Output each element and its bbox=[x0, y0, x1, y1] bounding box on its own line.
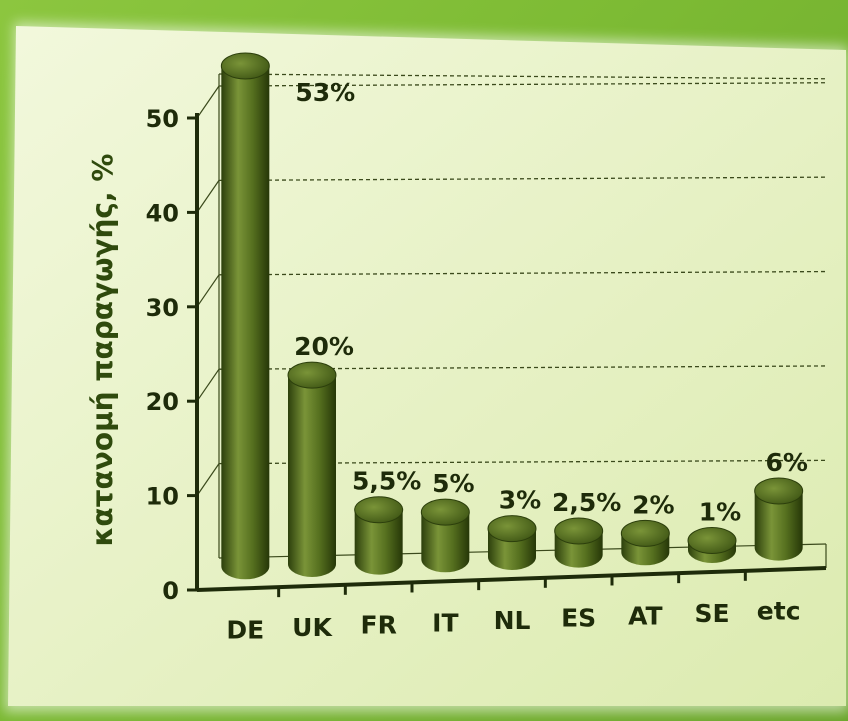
bar bbox=[354, 509, 403, 575]
data-label: 2,5% bbox=[552, 488, 621, 517]
plot-area: 0 10 20 30 40 50 κατανομή παραγωγής, % 53% DE 20%… bbox=[86, 52, 827, 644]
gridline-depth bbox=[196, 180, 220, 213]
category-label: DE bbox=[226, 615, 264, 644]
bar-cap bbox=[620, 519, 670, 547]
bar-cap bbox=[287, 361, 337, 389]
data-label: 6% bbox=[765, 448, 807, 477]
y-tick-label: 30 bbox=[146, 294, 179, 322]
data-label: 5% bbox=[432, 469, 474, 498]
gridline-depth bbox=[196, 368, 220, 402]
gridline-depth bbox=[196, 85, 220, 119]
gridline bbox=[218, 82, 827, 87]
category-label: IT bbox=[432, 608, 458, 637]
y-tick-label: 50 bbox=[146, 105, 179, 133]
gridline-depth bbox=[196, 463, 220, 496]
bar-cap bbox=[554, 517, 604, 545]
data-label: 2% bbox=[632, 490, 674, 519]
gridline bbox=[218, 270, 827, 276]
data-label: 1% bbox=[699, 498, 741, 527]
y-tick-label: 20 bbox=[146, 388, 179, 416]
bar bbox=[221, 65, 270, 580]
data-label: 20% bbox=[294, 332, 354, 361]
y-axis-label: κατανομή παραγωγής, % bbox=[86, 154, 119, 547]
data-label: 3% bbox=[499, 486, 541, 515]
category-label: etc bbox=[757, 597, 801, 626]
bar-cap bbox=[687, 527, 737, 555]
category-label: FR bbox=[361, 611, 397, 640]
x-axis bbox=[196, 565, 827, 592]
category-label: UK bbox=[292, 613, 333, 642]
bar-cap bbox=[754, 477, 804, 505]
gridline-top bbox=[218, 73, 827, 80]
category-label: NL bbox=[494, 606, 531, 635]
bar-cap bbox=[354, 496, 404, 524]
gridline bbox=[218, 176, 827, 182]
data-label: 53% bbox=[295, 78, 355, 107]
bar-cap bbox=[487, 515, 537, 543]
bar bbox=[754, 491, 803, 561]
data-label: 5,5% bbox=[352, 467, 421, 496]
bar-cap bbox=[220, 52, 270, 80]
bar bbox=[288, 375, 336, 577]
category-label: ES bbox=[561, 604, 596, 633]
y-tick-label: 0 bbox=[162, 577, 179, 605]
bar bbox=[421, 512, 470, 573]
gridline-depth bbox=[196, 274, 220, 308]
category-label: SE bbox=[694, 599, 729, 628]
bar-cap bbox=[420, 498, 470, 526]
category-label: AT bbox=[628, 601, 662, 630]
y-tick-label: 40 bbox=[146, 199, 179, 227]
y-tick-label: 10 bbox=[146, 483, 179, 511]
